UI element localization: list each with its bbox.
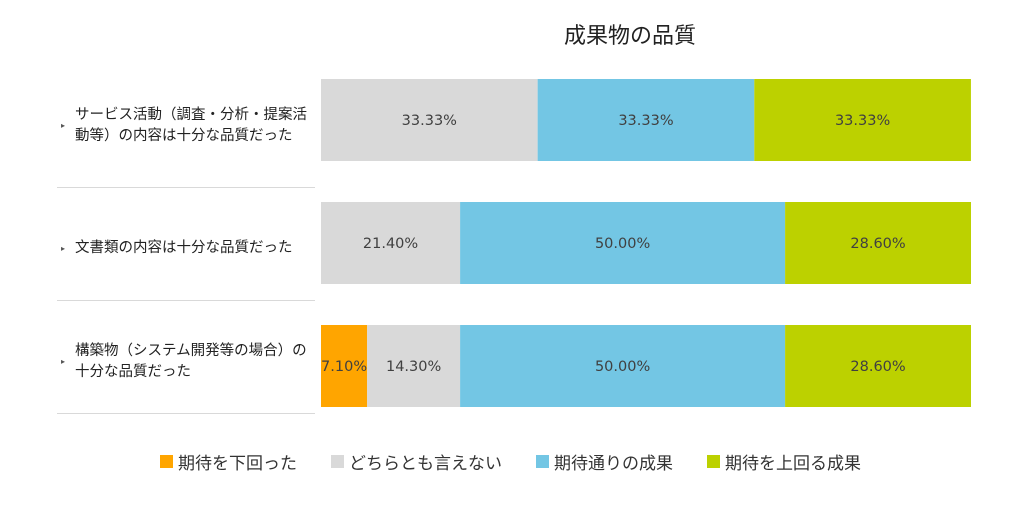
- legend-label: 期待通りの成果: [554, 453, 673, 474]
- chart-title: 成果物の品質: [563, 24, 696, 49]
- category-text: サービス活動（調査・分析・提案活動等）の内容は十分な品質だった: [75, 106, 307, 144]
- category-text: 文書類の内容は十分な品質だった: [75, 240, 293, 256]
- bullet-icon: ▸: [61, 244, 66, 253]
- row-separator: [57, 187, 315, 188]
- data-label-1-3: 28.60%: [850, 236, 905, 252]
- bar-segment-2-1: [367, 325, 461, 407]
- bullet-icon: ▸: [61, 121, 66, 130]
- bullet-icon: ▸: [61, 357, 66, 366]
- row-separator: [57, 413, 315, 414]
- legend-item-3: 期待を上回る成果: [707, 449, 861, 474]
- bar-segment-0-2: [537, 79, 755, 161]
- legend-item-0: 期待を下回った: [160, 449, 297, 474]
- data-label-2-0: 7.10%: [321, 359, 367, 375]
- data-label-0-3: 33.33%: [835, 113, 890, 129]
- legend-swatch: [707, 454, 720, 468]
- legend-swatch: [536, 454, 549, 468]
- legend-swatch: [160, 454, 173, 468]
- data-label-2-1: 14.30%: [386, 359, 441, 375]
- legend-item-2: 期待通りの成果: [536, 449, 673, 474]
- legend-label: 期待を下回った: [178, 453, 297, 474]
- bar-segment-1-3: [785, 202, 971, 284]
- data-label-1-1: 21.40%: [363, 236, 418, 252]
- row-separator: [57, 300, 315, 301]
- data-label-2-2: 50.00%: [595, 359, 650, 375]
- legend-swatch: [331, 454, 344, 468]
- bar-segment-2-3: [785, 325, 971, 407]
- legend-label: 期待を上回る成果: [725, 453, 861, 474]
- category-label-2: ▸ 構築物（システム開発等の場合）の十分な品質だった: [57, 300, 315, 423]
- bar-segment-0-3: [754, 79, 971, 161]
- data-label-2-3: 28.60%: [850, 359, 905, 375]
- data-label-1-2: 50.00%: [595, 236, 650, 252]
- bar-segment-2-2: [460, 325, 786, 407]
- bar-segment-0-1: [321, 79, 538, 161]
- bar-segment-2-0: [321, 325, 368, 407]
- category-label-1: ▸ 文書類の内容は十分な品質だった: [57, 187, 315, 310]
- legend-label: どちらとも言えない: [349, 453, 502, 474]
- category-text: 構築物（システム開発等の場合）の十分な品質だった: [75, 342, 307, 380]
- category-label-0: ▸ サービス活動（調査・分析・提案活動等）の内容は十分な品質だった: [57, 64, 315, 187]
- data-label-0-1: 33.33%: [402, 113, 457, 129]
- data-label-0-2: 33.33%: [618, 113, 673, 129]
- bar-segment-1-2: [460, 202, 786, 284]
- legend-item-1: どちらとも言えない: [331, 449, 502, 474]
- bar-segment-1-1: [321, 202, 461, 284]
- legend: 期待を下回った どちらとも言えない 期待通りの成果 期待を上回る成果: [160, 449, 895, 474]
